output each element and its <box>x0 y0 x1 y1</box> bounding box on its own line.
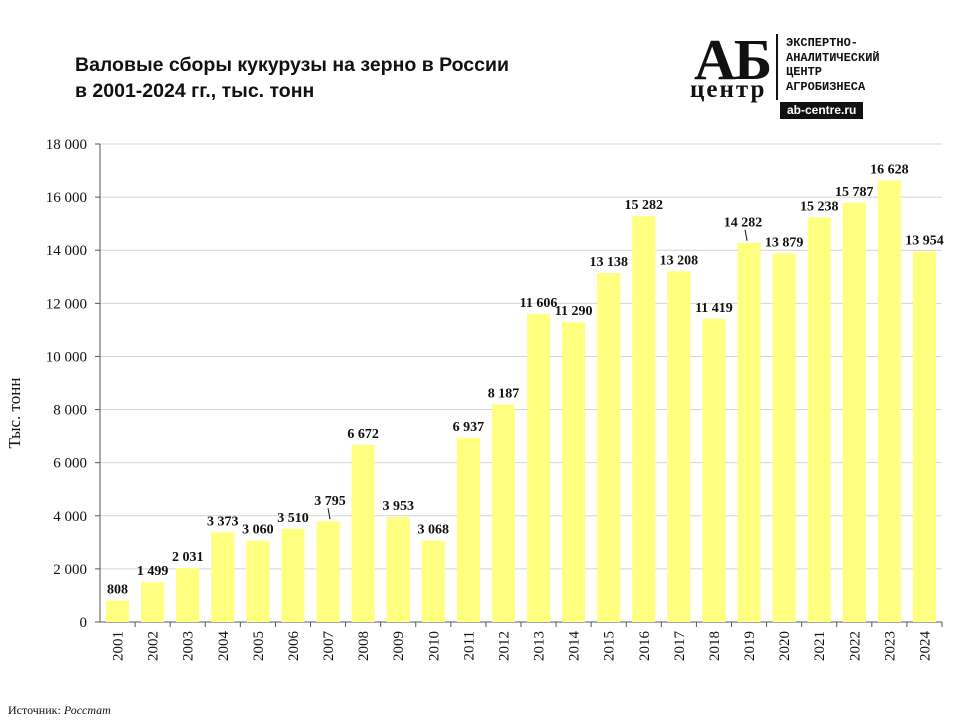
x-tick-label: 2014 <box>567 631 583 662</box>
data-label: 11 419 <box>695 301 733 316</box>
ab-centre-logo: АБ центр ЭКСПЕРТНО- АНАЛИТИЧЕСКИЙ ЦЕНТР … <box>690 27 935 125</box>
x-tick-label: 2006 <box>286 631 302 662</box>
x-tick-label: 2023 <box>882 631 898 661</box>
label-leader-line <box>744 229 748 241</box>
x-tick-label: 2012 <box>496 631 512 661</box>
logo-site-link: ab-centre.ru <box>780 102 864 119</box>
y-tick-label: 4 000 <box>53 509 87 525</box>
x-tick-label: 2011 <box>461 631 477 660</box>
data-label: 15 787 <box>835 185 874 200</box>
y-tick-label: 2 000 <box>53 562 87 578</box>
bar <box>211 532 235 622</box>
data-label: 1 499 <box>137 564 169 579</box>
x-tick-label: 2005 <box>251 631 267 661</box>
data-label: 15 238 <box>800 199 839 214</box>
data-label: 8 187 <box>488 387 520 402</box>
x-tick-label: 2003 <box>181 631 197 661</box>
bar <box>667 271 691 622</box>
x-tick-label: 2009 <box>391 631 407 661</box>
y-axis-title: Тыс. тонн <box>5 378 24 449</box>
data-label: 13 138 <box>589 255 628 270</box>
bar <box>912 251 937 622</box>
y-tick-label: 18 000 <box>46 137 87 153</box>
bar <box>772 253 796 623</box>
x-tick-label: 2017 <box>672 631 688 662</box>
x-tick-label: 2007 <box>321 631 337 662</box>
bar <box>351 444 375 622</box>
bar <box>316 521 340 622</box>
y-tick-label: 16 000 <box>46 190 87 206</box>
x-tick-label: 2001 <box>111 631 127 661</box>
y-tick-label: 0 <box>80 615 88 631</box>
bar <box>737 242 761 622</box>
bar <box>141 582 165 622</box>
data-label: 3 060 <box>242 523 274 538</box>
data-label: 3 953 <box>382 499 414 514</box>
data-label: 11 606 <box>520 296 558 311</box>
data-label: 3 068 <box>418 523 450 538</box>
logo-mark-bottom: центр <box>690 76 767 103</box>
data-label: 6 672 <box>347 427 379 442</box>
x-tick-label: 2015 <box>602 631 618 661</box>
data-label: 16 628 <box>870 162 909 177</box>
data-label: 3 510 <box>277 511 309 526</box>
data-label: 13 879 <box>765 235 804 250</box>
label-leader-line <box>327 508 331 520</box>
bar <box>281 528 305 622</box>
y-tick-label: 14 000 <box>46 243 87 259</box>
x-tick-label: 2008 <box>356 631 372 661</box>
bar <box>807 217 831 623</box>
x-tick-label: 2004 <box>216 631 232 662</box>
x-tick-label: 2018 <box>707 631 723 661</box>
bar <box>176 568 200 622</box>
logo-description: ЭКСПЕРТНО- АНАЛИТИЧЕСКИЙ ЦЕНТР АГРОБИЗНЕ… <box>786 36 880 94</box>
source-note: Источник: Росстат <box>8 703 111 718</box>
x-tick-label: 2024 <box>917 631 933 662</box>
bar <box>842 202 866 622</box>
bar <box>105 600 130 622</box>
logo-mark-top: АБ <box>694 27 772 92</box>
y-tick-label: 10 000 <box>46 349 87 365</box>
data-label: 11 290 <box>555 304 593 319</box>
bar <box>562 322 586 622</box>
data-label: 3 795 <box>314 494 346 509</box>
bar <box>246 540 270 622</box>
x-tick-label: 2013 <box>532 631 548 661</box>
data-label: 2 031 <box>172 550 204 565</box>
data-label: 15 282 <box>625 198 664 213</box>
data-label: 13 208 <box>660 253 699 268</box>
x-tick-label: 2010 <box>426 631 442 661</box>
bar <box>456 437 480 622</box>
data-label: 808 <box>107 583 128 598</box>
bar <box>702 318 726 622</box>
bar <box>421 540 445 622</box>
bar <box>491 404 516 622</box>
source-label: Источник: <box>8 703 61 717</box>
bar <box>597 273 621 622</box>
bar <box>526 313 551 622</box>
y-tick-label: 8 000 <box>53 403 87 419</box>
data-label: 14 282 <box>724 216 763 231</box>
logo-divider <box>776 34 778 100</box>
x-tick-label: 2022 <box>847 631 863 661</box>
chart-title-line-1: Валовые сборы кукурузы на зерно в России <box>75 54 509 76</box>
data-label: 6 937 <box>453 420 485 435</box>
y-tick-label: 6 000 <box>53 456 87 472</box>
x-tick-label: 2002 <box>146 631 162 661</box>
bar <box>877 180 901 623</box>
bar <box>632 216 656 623</box>
source-name: Росстат <box>63 703 111 717</box>
chart-title-line-2: в 2001-2024 гг., тыс. тонн <box>75 80 315 102</box>
chart-title: Валовые сборы кукурузы на зерно в России… <box>75 52 509 104</box>
x-tick-label: 2021 <box>812 631 828 661</box>
data-label: 3 373 <box>207 514 239 529</box>
y-tick-label: 12 000 <box>46 296 87 312</box>
x-tick-label: 2016 <box>637 631 653 662</box>
bar <box>386 517 410 622</box>
x-tick-label: 2019 <box>742 631 758 661</box>
data-label: 13 954 <box>905 233 944 248</box>
x-tick-label: 2020 <box>777 631 793 661</box>
